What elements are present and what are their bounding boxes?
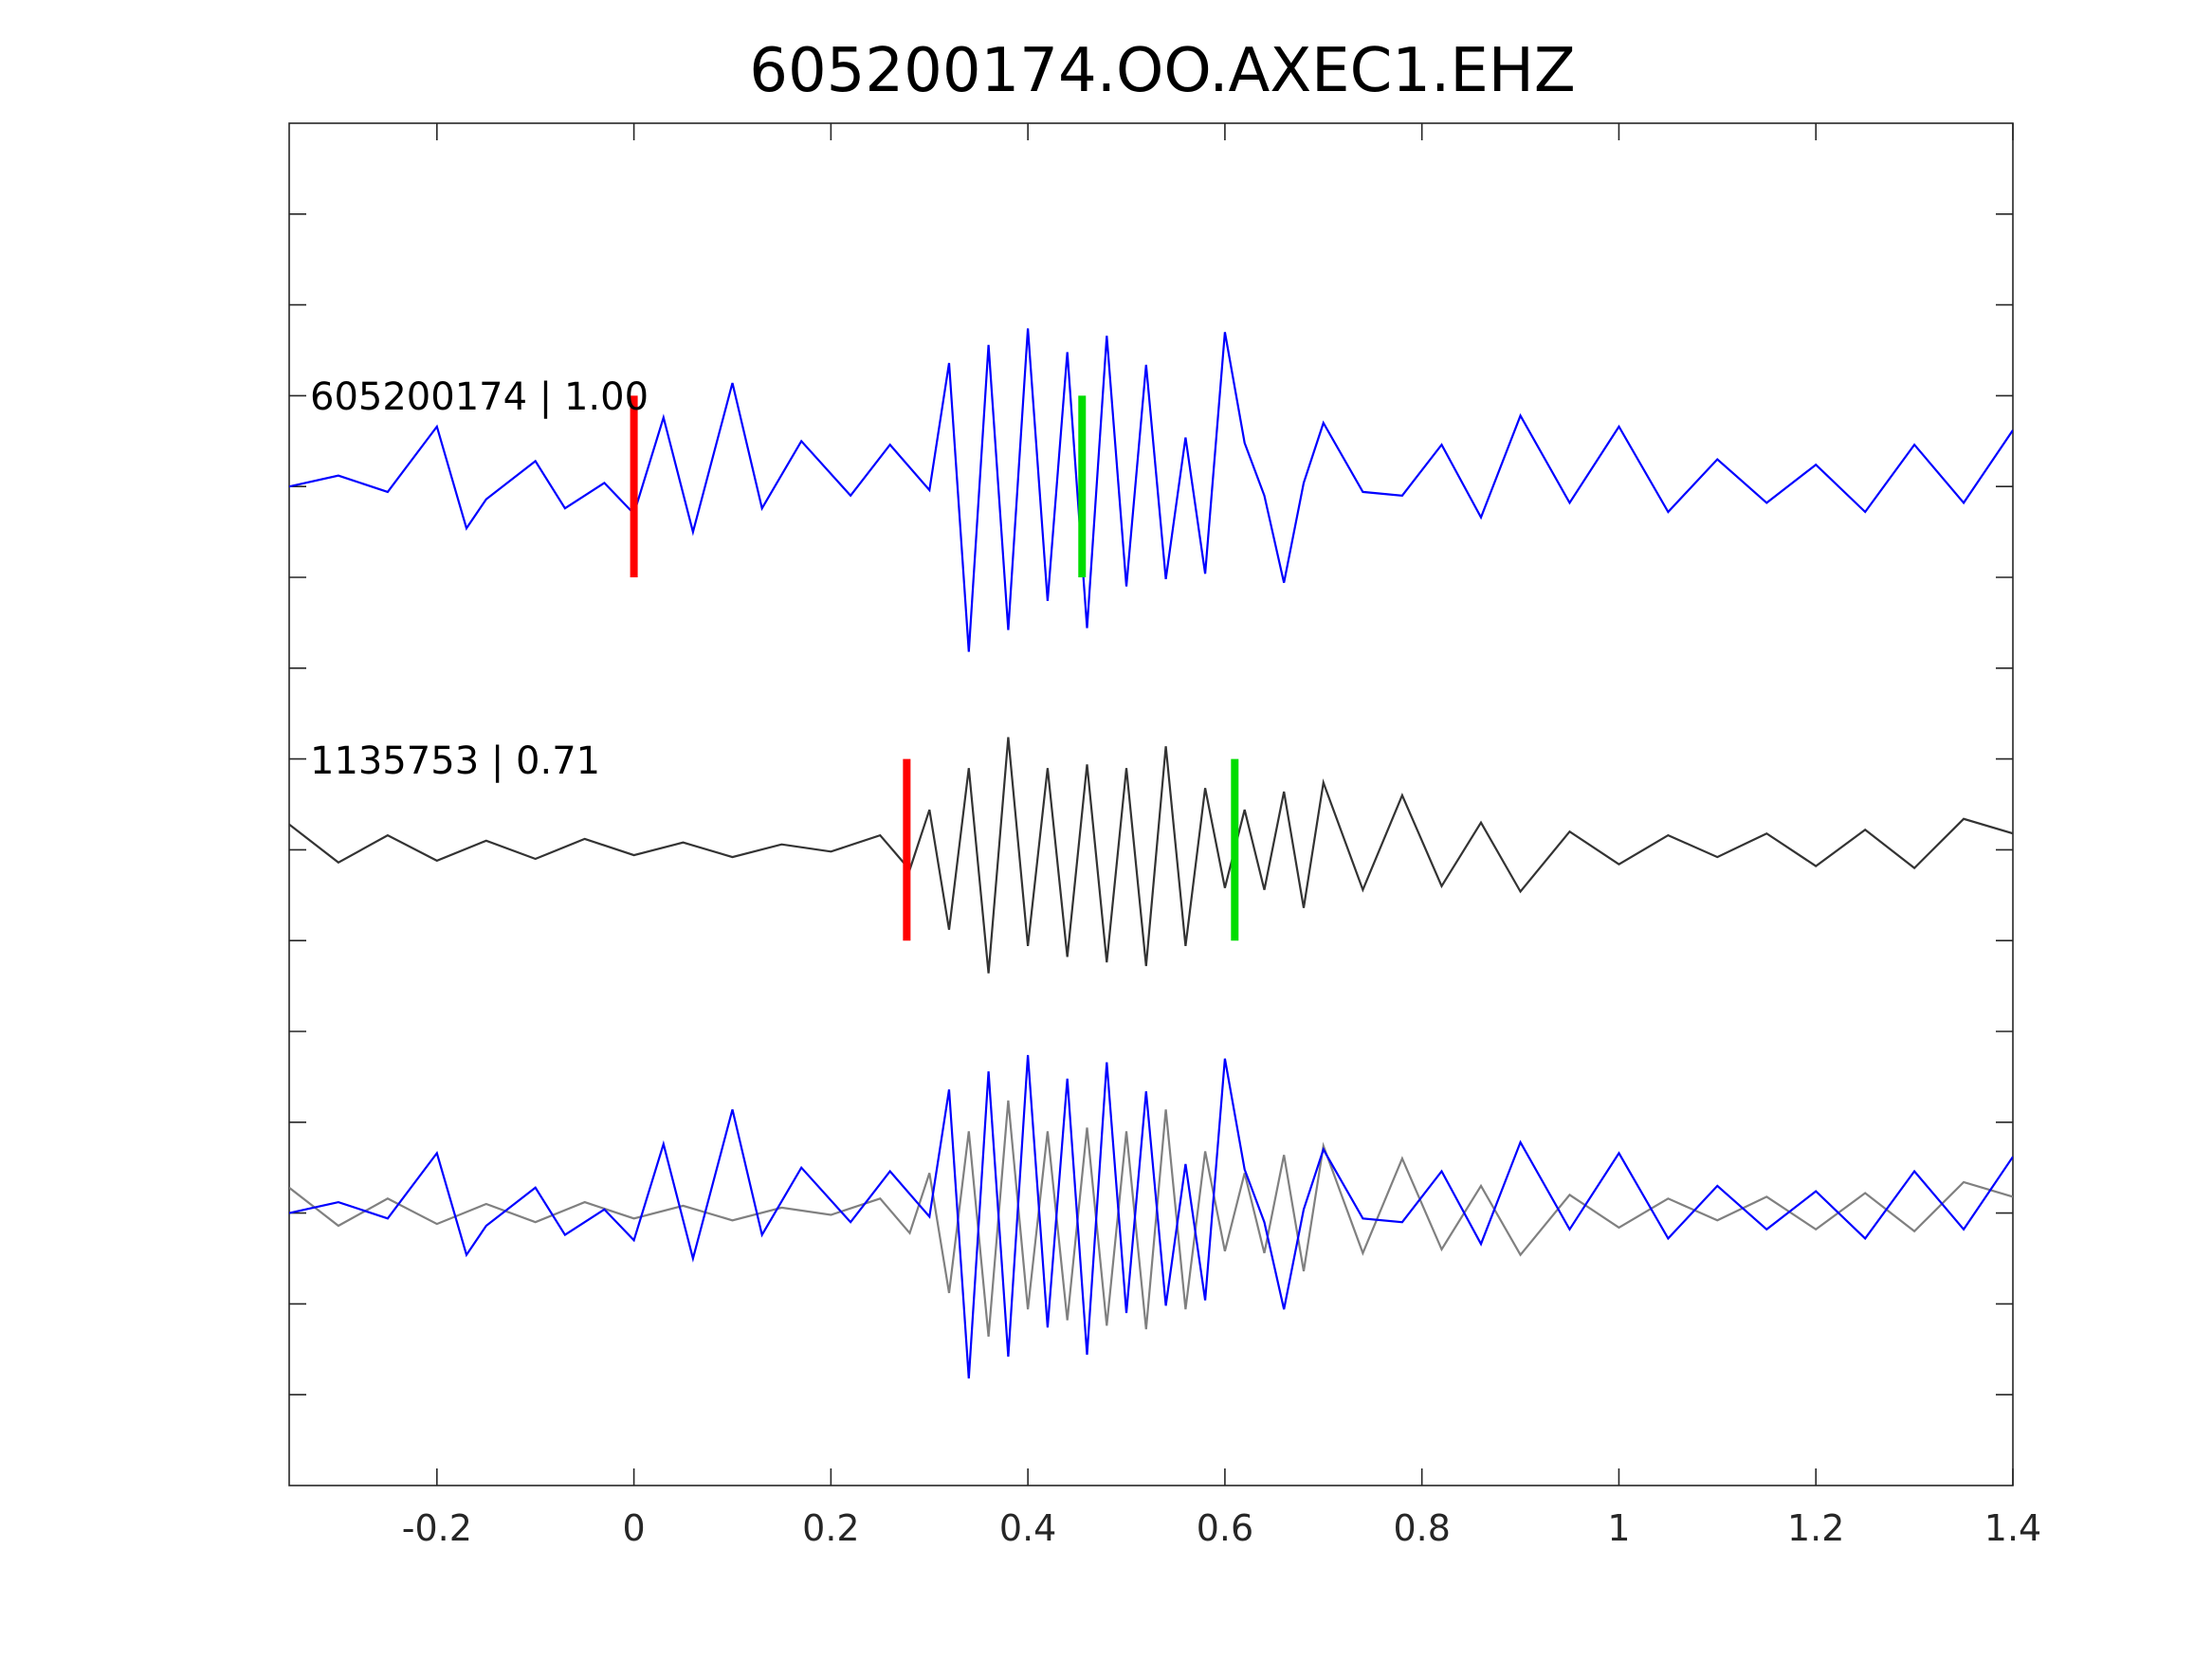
x-tick-labels: -0.2 0 0.2 0.4 0.6 0.8 1 1.2 1.4 xyxy=(402,1507,2041,1549)
overlay-trace-605200174 xyxy=(289,1054,2013,1379)
trace-labels: 605200174 | 1.00 1135753 | 0.71 xyxy=(310,375,649,783)
trace-label-1135753: 1135753 | 0.71 xyxy=(310,739,600,783)
phase-picks xyxy=(630,395,1239,941)
trace-605200174 xyxy=(289,328,2013,652)
chart-title: 605200174.OO.AXEC1.EHZ xyxy=(749,36,1576,106)
x-tick-label: 0.2 xyxy=(802,1507,859,1549)
x-tick-label: 1 xyxy=(1607,1507,1630,1549)
x-tick-label: 0.6 xyxy=(1197,1507,1253,1549)
plot-axes xyxy=(288,122,2014,1486)
trace-1135753 xyxy=(289,737,2013,974)
x-tick-label: 0.4 xyxy=(999,1507,1056,1549)
x-tick-label: 0 xyxy=(623,1507,646,1549)
waveform-traces xyxy=(289,328,2013,1379)
overlay-trace-1135753 xyxy=(289,1100,2013,1338)
x-tick-label: 0.8 xyxy=(1393,1507,1450,1549)
plot-frame xyxy=(288,122,2014,1486)
x-tick-label: 1.4 xyxy=(1984,1507,2041,1549)
trace-label-605200174: 605200174 | 1.00 xyxy=(310,375,649,419)
x-tick-label: 1.2 xyxy=(1787,1507,1844,1549)
x-tick-label: -0.2 xyxy=(402,1507,472,1549)
